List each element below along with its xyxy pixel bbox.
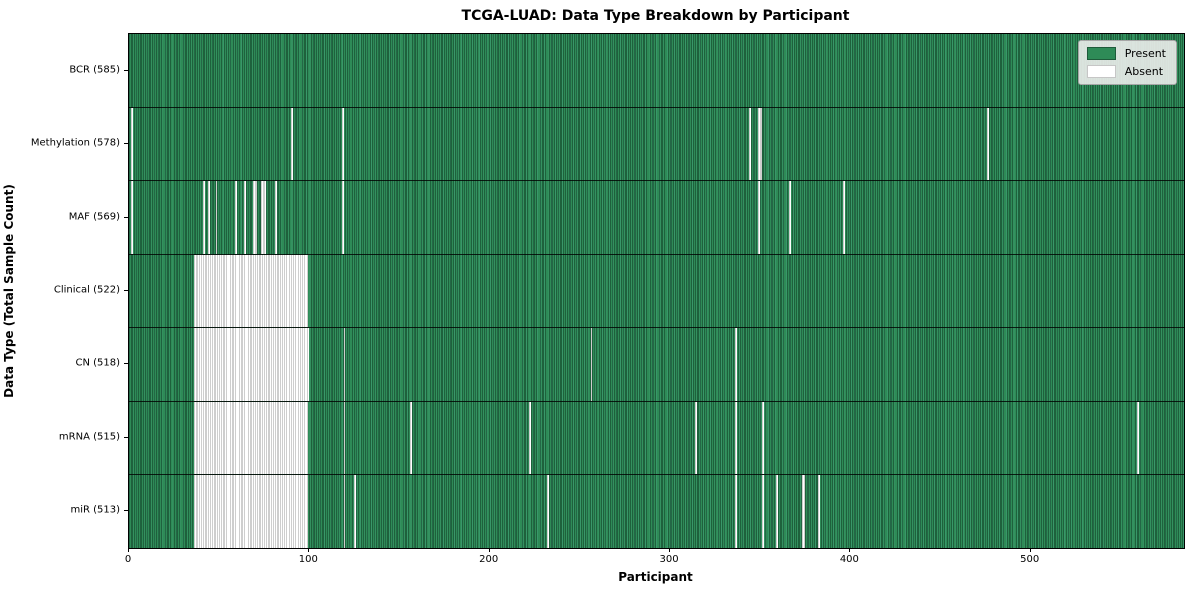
y-tick-mark <box>124 69 128 71</box>
absent-segment <box>590 328 593 401</box>
absent-segment <box>130 181 133 254</box>
heatmap-row-methylation <box>129 107 1184 182</box>
y-tick-label-bcr: BCR (585) <box>69 64 120 76</box>
chart-title: TCGA-LUAD: Data Type Breakdown by Partic… <box>461 8 850 24</box>
absent-segment <box>762 401 764 475</box>
x-tick-mark <box>488 548 490 552</box>
legend: Present Absent <box>1077 40 1177 85</box>
absent-segment <box>343 475 346 549</box>
absent-segment <box>193 475 308 549</box>
absent-segment <box>193 328 310 401</box>
absent-segment <box>130 107 133 181</box>
absent-segment <box>354 475 357 549</box>
x-tick-mark <box>1029 548 1031 552</box>
absent-segment <box>734 328 737 401</box>
absent-segment <box>193 254 308 328</box>
absent-segment <box>749 107 752 181</box>
absent-segment <box>291 107 294 181</box>
legend-present-label: Present <box>1124 47 1166 60</box>
heatmap-row-mir <box>129 475 1184 549</box>
legend-item-absent: Absent <box>1086 65 1166 78</box>
absent-segment <box>776 475 779 549</box>
y-tick-label-clinical: Clinical (522) <box>53 284 120 296</box>
heatmap-row-cn <box>129 328 1184 402</box>
y-tick-label-maf: MAF (569) <box>68 211 120 223</box>
y-tick-mark <box>124 510 128 512</box>
absent-segment <box>343 328 346 401</box>
heatmap-row-maf <box>129 181 1184 255</box>
absent-segment <box>789 181 791 254</box>
absent-segment <box>695 401 698 475</box>
absent-segment <box>343 401 346 475</box>
absent-segment <box>275 181 277 254</box>
absent-segment <box>260 181 267 254</box>
y-tick-mark <box>124 143 128 145</box>
x-tick-label-300: 300 <box>659 554 679 565</box>
absent-segment <box>235 181 238 254</box>
x-tick-mark <box>308 548 310 552</box>
heatmap-row-mrna <box>129 401 1184 476</box>
absent-segment <box>734 401 737 475</box>
absent-segment <box>734 475 737 549</box>
y-tick-label-mir: miR (513) <box>70 504 120 516</box>
absent-segment <box>843 181 845 254</box>
heatmap-row-clinical <box>129 254 1184 329</box>
absent-segment <box>987 107 990 181</box>
x-tick-label-100: 100 <box>298 554 318 565</box>
y-tick-mark <box>124 436 128 438</box>
x-tick-label-200: 200 <box>479 554 499 565</box>
x-tick-label-0: 0 <box>124 554 132 565</box>
absent-segment <box>253 181 258 254</box>
x-tick-mark <box>669 548 671 552</box>
absent-segment <box>341 181 344 254</box>
absent-segment <box>244 181 247 254</box>
absent-segment <box>762 475 764 549</box>
legend-present-swatch <box>1086 47 1116 60</box>
x-tick-label-500: 500 <box>1020 554 1040 565</box>
y-tick-label-cn: CN (518) <box>75 357 120 369</box>
absent-segment <box>341 107 344 181</box>
absent-segment <box>547 475 550 549</box>
y-tick-mark <box>124 363 128 365</box>
legend-absent-label: Absent <box>1124 65 1164 78</box>
plot-area: Present Absent <box>128 33 1185 549</box>
absent-segment <box>410 401 413 475</box>
y-tick-mark <box>124 290 128 291</box>
absent-segment <box>801 475 806 549</box>
absent-segment <box>208 181 211 254</box>
absent-segment <box>529 401 532 475</box>
absent-segment <box>758 181 761 254</box>
legend-item-present: Present <box>1086 47 1166 60</box>
x-tick-mark <box>128 548 129 552</box>
x-tick-label-400: 400 <box>839 554 859 565</box>
y-tick-label-mrna: mRNA (515) <box>58 431 120 443</box>
legend-absent-swatch <box>1086 65 1116 78</box>
absent-segment <box>1137 401 1139 475</box>
absent-segment <box>215 181 218 254</box>
y-tick-mark <box>124 216 128 218</box>
y-tick-label-methylation: Methylation (578) <box>30 137 120 149</box>
x-axis-label: Participant <box>618 570 693 584</box>
absent-segment <box>758 107 762 181</box>
absent-segment <box>193 401 308 475</box>
x-tick-mark <box>849 548 851 552</box>
heatmap-row-bcr <box>129 34 1184 108</box>
absent-segment <box>817 475 820 549</box>
y-axis-label: Data Type (Total Sample Count) <box>2 184 16 398</box>
absent-segment <box>202 181 205 254</box>
